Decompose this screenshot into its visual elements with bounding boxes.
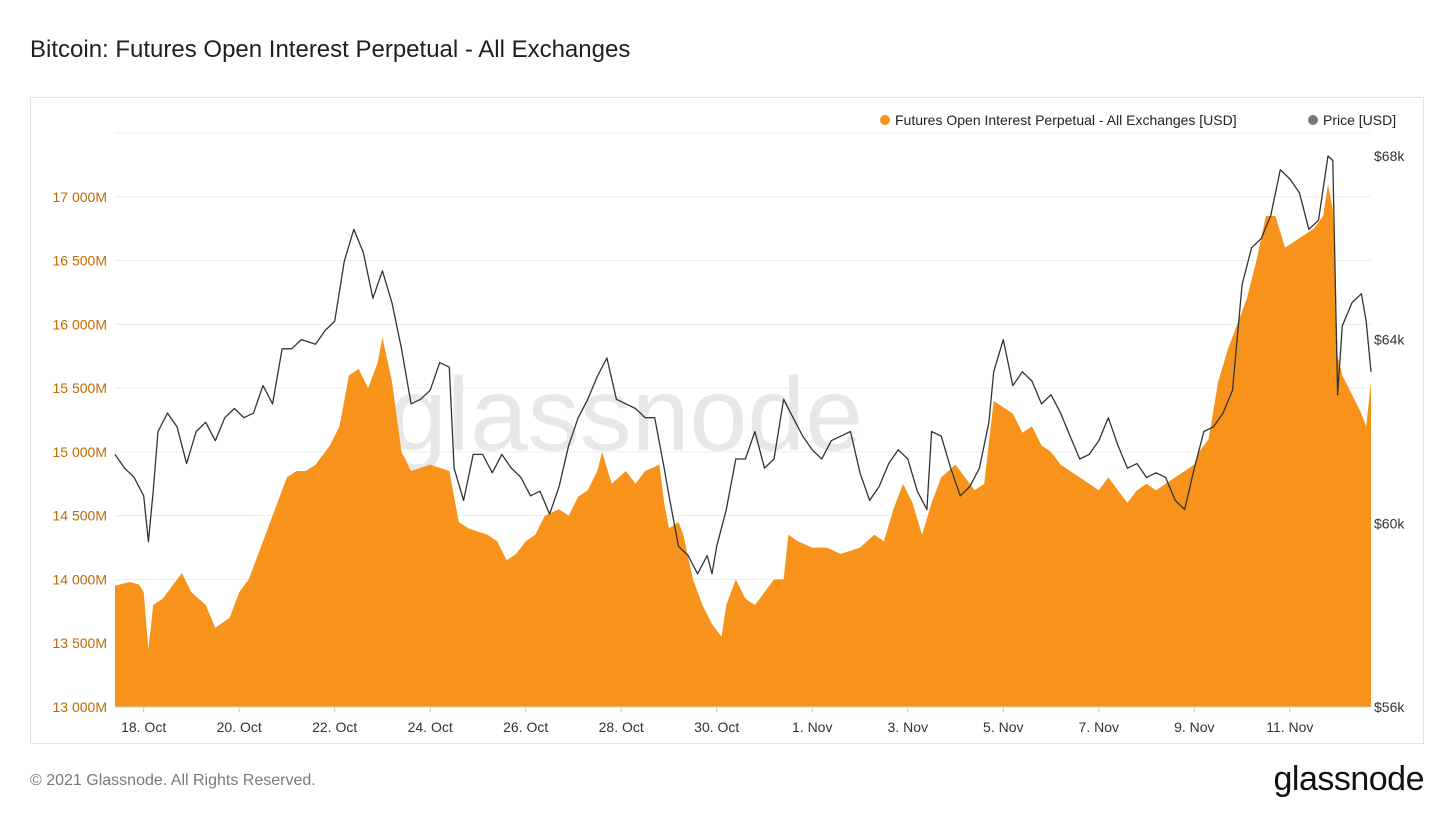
left-axis-tick-label: 16 000M <box>53 316 107 332</box>
left-axis-tick-label: 16 500M <box>53 253 107 269</box>
left-axis-tick-label: 17 000M <box>53 189 107 205</box>
series-layer <box>114 155 1372 707</box>
x-axis-tick-label: 24. Oct <box>408 719 453 735</box>
right-axis-tick-label: $56k <box>1374 699 1405 715</box>
x-axis-tick-label: 18. Oct <box>121 719 166 735</box>
left-axis-tick-label: 15 000M <box>53 444 107 460</box>
copyright-text: © 2021 Glassnode. All Rights Reserved. <box>30 772 316 789</box>
x-axis-tick-label: 5. Nov <box>983 719 1023 735</box>
left-axis-tick-label: 15 500M <box>53 380 107 396</box>
x-axis-tick-label: 22. Oct <box>312 719 357 735</box>
axis-layer: 13 000M 13 500M 14 000M 14 500M 15 000M 15 50… <box>53 148 1406 735</box>
x-axis-tick-label: 11. Nov <box>1266 719 1313 735</box>
legend-label: Price [USD] <box>1323 112 1396 128</box>
x-axis-tick-label: 9. Nov <box>1174 719 1214 735</box>
legend: Futures Open Interest Perpetual - All Ex… <box>880 112 1396 128</box>
x-axis-tick-label: 1. Nov <box>792 719 832 735</box>
right-axis-tick-label: $68k <box>1374 148 1405 164</box>
legend-dot-icon <box>880 115 890 125</box>
x-axis-tick-label: 20. Oct <box>217 719 262 735</box>
left-axis-tick-label: 13 500M <box>53 635 107 651</box>
legend-item-price[interactable]: Price [USD] <box>1308 112 1396 128</box>
right-axis-tick-label: $60k <box>1374 515 1405 531</box>
x-axis-tick-label: 26. Oct <box>503 719 548 735</box>
left-axis-tick-label: 13 000M <box>53 699 107 715</box>
open-interest-area <box>115 184 1371 707</box>
x-axis-tick-label: 3. Nov <box>888 719 928 735</box>
legend-dot-icon <box>1308 115 1318 125</box>
glassnode-logo[interactable]: glassnode <box>1273 760 1424 798</box>
left-axis-tick-label: 14 500M <box>53 508 107 524</box>
right-axis-tick-label: $64k <box>1374 332 1405 348</box>
left-axis-tick-label: 14 000M <box>53 571 107 587</box>
x-axis-tick-label: 7. Nov <box>1079 719 1119 735</box>
legend-label: Futures Open Interest Perpetual - All Ex… <box>895 112 1237 128</box>
price-line <box>114 155 1372 575</box>
chart-svg: glassnode 13 000M 13 500M 14 000M 14 500M 15… <box>53 112 1406 735</box>
legend-item-open-interest[interactable]: Futures Open Interest Perpetual - All Ex… <box>880 112 1237 128</box>
page-title: Bitcoin: Futures Open Interest Perpetual… <box>30 36 631 63</box>
watermark-text: glassnode <box>389 357 863 473</box>
x-axis-tick-label: 30. Oct <box>694 719 739 735</box>
chart-frame: glassnode 13 000M 13 500M 14 000M 14 500M 15… <box>30 97 1424 744</box>
x-axis-tick-label: 28. Oct <box>599 719 644 735</box>
